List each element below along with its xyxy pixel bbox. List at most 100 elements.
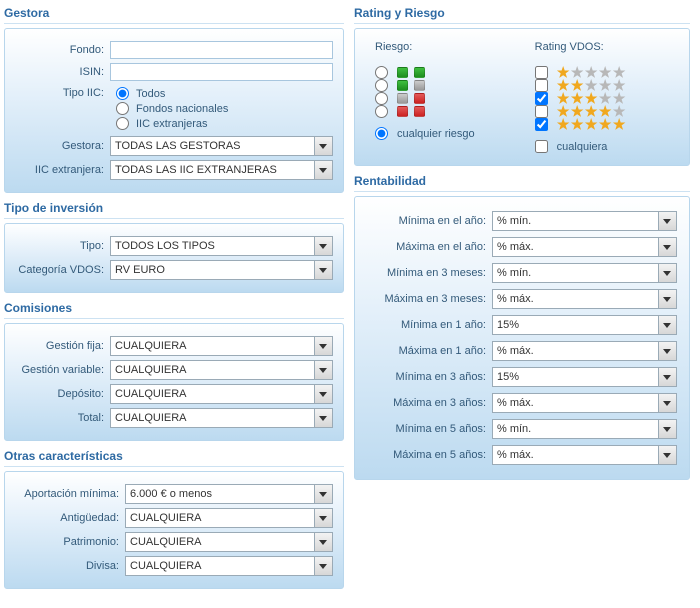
cualquier-riesgo-label: cualquier riesgo (397, 128, 475, 140)
riesgo-row (375, 92, 475, 105)
star-icon (613, 66, 626, 79)
iic-ext-select[interactable]: TODAS LAS IIC EXTRANJERAS (110, 160, 333, 180)
total-select[interactable]: CUALQUIERA (110, 408, 333, 428)
rentabilidad-label: Máxima en 5 años: (367, 449, 492, 461)
panel-body-gestora: Fondo: ISIN: Tipo IIC: Todos Fondos naci… (4, 28, 344, 193)
risk-square-icon (397, 93, 408, 104)
risk-square-icon (397, 67, 408, 78)
checkbox-rating-2[interactable] (535, 79, 548, 92)
rentabilidad-select-value: % máx. (497, 345, 534, 357)
rentabilidad-select-0[interactable]: % mín. (492, 211, 677, 231)
panel-body-otras: Aportación mínima: 6.000 € o menos Antig… (4, 471, 344, 589)
ant-select[interactable]: CUALQUIERA (125, 508, 333, 528)
cat-select[interactable]: RV EURO (110, 260, 333, 280)
var-select[interactable]: CUALQUIERA (110, 360, 333, 380)
fondo-label: Fondo: (15, 44, 110, 56)
radio-cualquier-riesgo[interactable] (375, 127, 388, 140)
rentabilidad-row: Máxima en 5 años: % máx. (367, 445, 677, 465)
radio-riesgo-1[interactable] (375, 79, 388, 92)
radio-riesgo-0[interactable] (375, 66, 388, 79)
risk-square-icon (414, 106, 425, 117)
star-icon (599, 66, 612, 79)
radio-todos-label: Todos (136, 88, 165, 100)
risk-square-icon (414, 80, 425, 91)
iic-ext-select-value: TODAS LAS IIC EXTRANJERAS (115, 164, 277, 176)
star-icon (613, 105, 626, 118)
panel-title-gestora: Gestora (4, 4, 344, 24)
rentabilidad-row: Máxima en 3 meses:% máx. (367, 289, 677, 309)
stars-3 (557, 92, 626, 105)
stars-2 (557, 79, 626, 92)
rentabilidad-select-2[interactable]: % mín. (492, 263, 677, 283)
panel-rentabilidad: Rentabilidad Mínima en el año:% mín. Máxi… (354, 172, 690, 480)
total-select-value: CUALQUIERA (115, 412, 187, 424)
gestora-select[interactable]: TODAS LAS GESTORAS (110, 136, 333, 156)
tipo-iic-radios: Todos Fondos nacionales IIC extranjeras (116, 85, 228, 132)
pat-label: Patrimonio: (15, 536, 125, 548)
riesgo-row (375, 66, 475, 79)
rentabilidad-label: Mínima en 5 años: (367, 423, 492, 435)
fija-select-value: CUALQUIERA (115, 340, 187, 352)
checkbox-rating-3[interactable] (535, 92, 548, 105)
checkbox-rating-1[interactable] (535, 66, 548, 79)
rating-column: Rating VDOS: cualquiera (535, 41, 626, 153)
panel-body-tipo-inversion: Tipo: TODOS LOS TIPOS Categoría VDOS: RV… (4, 223, 344, 293)
star-icon (557, 118, 570, 131)
radio-extranjeras[interactable] (116, 117, 129, 130)
star-icon (557, 79, 570, 92)
dep-select[interactable]: CUALQUIERA (110, 384, 333, 404)
rentabilidad-select-value: % mín. (497, 423, 531, 435)
checkbox-rating-5[interactable] (535, 118, 548, 131)
rating-head: Rating VDOS: (535, 41, 626, 53)
fondo-input[interactable] (110, 41, 333, 59)
rentabilidad-select-1[interactable]: % máx. (492, 237, 677, 257)
panel-body-comisiones: Gestión fija: CUALQUIERA Gestión variabl… (4, 323, 344, 441)
radio-nacionales-label: Fondos nacionales (136, 103, 228, 115)
gestora-label: Gestora: (15, 140, 110, 152)
star-icon (599, 105, 612, 118)
radio-nacionales[interactable] (116, 102, 129, 115)
isin-input[interactable] (110, 63, 333, 81)
radio-riesgo-3[interactable] (375, 105, 388, 118)
rentabilidad-row: Máxima en 1 año:% máx. (367, 341, 677, 361)
star-icon (571, 92, 584, 105)
panel-rating: Rating y Riesgo Riesgo: cualquier riesgo… (354, 4, 690, 166)
risk-square-icon (414, 67, 425, 78)
rating-row (535, 105, 626, 118)
star-icon (585, 105, 598, 118)
rentabilidad-select-8[interactable]: % mín. (492, 419, 677, 439)
star-icon (571, 105, 584, 118)
rentabilidad-select-5[interactable]: % máx. (492, 341, 677, 361)
panel-gestora: Gestora Fondo: ISIN: Tipo IIC: Todos Fon… (4, 4, 344, 193)
rentabilidad-row: Mínima en el año:% mín. (367, 211, 677, 231)
radio-riesgo-2[interactable] (375, 92, 388, 105)
checkbox-rating-4[interactable] (535, 105, 548, 118)
pat-select[interactable]: CUALQUIERA (125, 532, 333, 552)
rentabilidad-select-4[interactable]: 15% (492, 315, 677, 335)
stars-5 (557, 118, 626, 131)
star-icon (585, 92, 598, 105)
star-icon (557, 66, 570, 79)
star-icon (613, 118, 626, 131)
star-icon (585, 66, 598, 79)
pat-select-value: CUALQUIERA (130, 536, 202, 548)
panel-title-rentabilidad: Rentabilidad (354, 172, 690, 192)
fija-select[interactable]: CUALQUIERA (110, 336, 333, 356)
rentabilidad-select-3[interactable]: % máx. (492, 289, 677, 309)
tipo-select-value: TODOS LOS TIPOS (115, 240, 215, 252)
checkbox-cualquiera[interactable] (535, 140, 548, 153)
total-label: Total: (15, 412, 110, 424)
rentabilidad-select-value: % máx. (497, 449, 534, 461)
rentabilidad-select-9[interactable]: % máx. (492, 445, 677, 465)
rentabilidad-select-6[interactable]: 15% (492, 367, 677, 387)
ap-label: Aportación mínima: (15, 488, 125, 500)
var-select-value: CUALQUIERA (115, 364, 187, 376)
fija-label: Gestión fija: (15, 340, 110, 352)
div-select[interactable]: CUALQUIERA (125, 556, 333, 576)
star-icon (571, 79, 584, 92)
tipo-select[interactable]: TODOS LOS TIPOS (110, 236, 333, 256)
ap-select[interactable]: 6.000 € o menos (125, 484, 333, 504)
rentabilidad-select-7[interactable]: % máx. (492, 393, 677, 413)
panel-comisiones: Comisiones Gestión fija: CUALQUIERA Gest… (4, 299, 344, 441)
radio-todos[interactable] (116, 87, 129, 100)
